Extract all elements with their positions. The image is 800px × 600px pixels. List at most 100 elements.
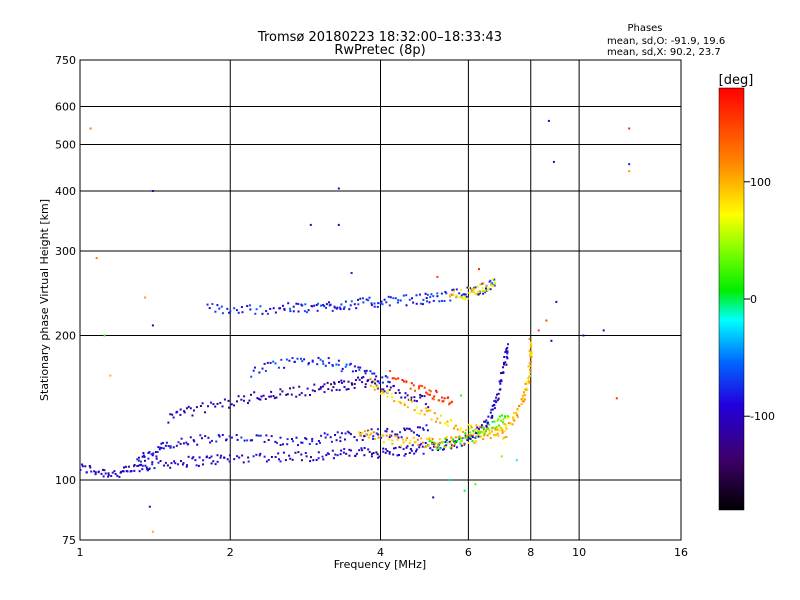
echo-point <box>385 430 388 433</box>
echo-point <box>350 272 353 274</box>
echo-point <box>230 403 233 406</box>
echo-point <box>488 423 491 426</box>
echo-point <box>377 380 380 383</box>
echo-point <box>442 441 445 444</box>
echo-point <box>453 427 455 430</box>
echo-point <box>524 394 527 397</box>
echo-point <box>419 393 422 396</box>
echo-point <box>351 383 354 386</box>
echo-point <box>357 298 359 301</box>
echo-point <box>159 446 162 449</box>
echo-point <box>450 420 453 422</box>
echo-point <box>145 466 148 469</box>
echo-point <box>391 439 394 442</box>
echo-point <box>322 458 325 461</box>
echo-point <box>263 455 266 458</box>
echo-point <box>353 365 356 368</box>
echo-point <box>392 297 395 300</box>
echo-point <box>494 399 497 402</box>
echo-point <box>552 160 555 163</box>
echo-point <box>254 312 257 315</box>
echo-point <box>422 428 425 431</box>
echo-point <box>290 393 293 396</box>
echo-point <box>496 432 499 435</box>
echo-point <box>292 305 295 308</box>
echo-point <box>376 385 379 388</box>
echo-point <box>449 295 451 298</box>
y-tick-label: 400 <box>55 185 76 198</box>
echo-point <box>246 439 249 442</box>
echo-point <box>311 389 314 392</box>
echo-point <box>321 360 324 363</box>
echo-point <box>435 389 438 392</box>
echo-point <box>450 401 453 404</box>
echo-point <box>201 402 204 405</box>
echo-point <box>300 441 303 444</box>
echo-point <box>216 402 219 405</box>
echo-point <box>486 289 489 292</box>
echo-point <box>432 299 435 302</box>
echo-point <box>196 443 199 446</box>
echo-point <box>345 388 348 391</box>
echo-point <box>340 432 343 435</box>
echo-point <box>403 427 406 430</box>
echo-point <box>146 469 149 472</box>
colorbar <box>718 87 745 511</box>
echo-point <box>251 439 253 442</box>
echo-point <box>374 382 377 385</box>
echo-point <box>354 454 357 457</box>
echo-point <box>371 372 374 375</box>
echo-point <box>529 368 532 371</box>
echo-point <box>151 530 154 533</box>
echo-point <box>427 444 430 447</box>
echo-point <box>467 441 470 444</box>
echo-point <box>502 418 505 421</box>
echo-point <box>397 436 400 439</box>
echo-point <box>477 435 480 438</box>
echo-point <box>311 359 314 362</box>
echo-point <box>458 296 461 299</box>
echo-point <box>325 306 327 309</box>
echo-point <box>317 440 320 442</box>
echo-point <box>146 468 149 471</box>
echo-point <box>429 296 432 299</box>
echo-point <box>425 445 428 448</box>
echo-point <box>431 449 434 452</box>
echo-point <box>373 372 376 375</box>
echo-point <box>377 436 380 439</box>
echo-point <box>309 394 311 396</box>
echo-point <box>332 457 335 460</box>
echo-point <box>397 377 400 380</box>
echo-point <box>615 397 618 400</box>
echo-point <box>499 388 502 391</box>
echo-point <box>81 463 84 466</box>
echo-point <box>443 397 446 400</box>
echo-point <box>468 292 471 294</box>
x-tick-label: 16 <box>674 546 688 559</box>
echo-point <box>387 389 390 392</box>
echo-point <box>81 465 84 468</box>
echo-point <box>191 414 194 417</box>
echo-point <box>426 437 429 440</box>
echo-point <box>527 379 530 382</box>
echo-point <box>151 324 154 327</box>
echo-point <box>220 305 223 308</box>
echo-point <box>297 310 300 313</box>
echo-point <box>297 451 300 454</box>
echo-point <box>345 452 348 455</box>
echo-point <box>475 424 478 427</box>
echo-point <box>393 377 396 380</box>
echo-point <box>505 350 508 353</box>
echo-point <box>343 448 346 450</box>
echo-point <box>468 428 471 431</box>
echo-point <box>218 307 221 310</box>
echo-point <box>408 428 411 431</box>
echo-point <box>311 305 314 308</box>
echo-point <box>287 302 290 305</box>
echo-point <box>410 396 413 399</box>
echo-point <box>422 298 425 301</box>
echo-point <box>93 470 96 473</box>
echo-point <box>428 389 431 392</box>
echo-point <box>240 398 243 401</box>
echo-point <box>372 437 374 440</box>
